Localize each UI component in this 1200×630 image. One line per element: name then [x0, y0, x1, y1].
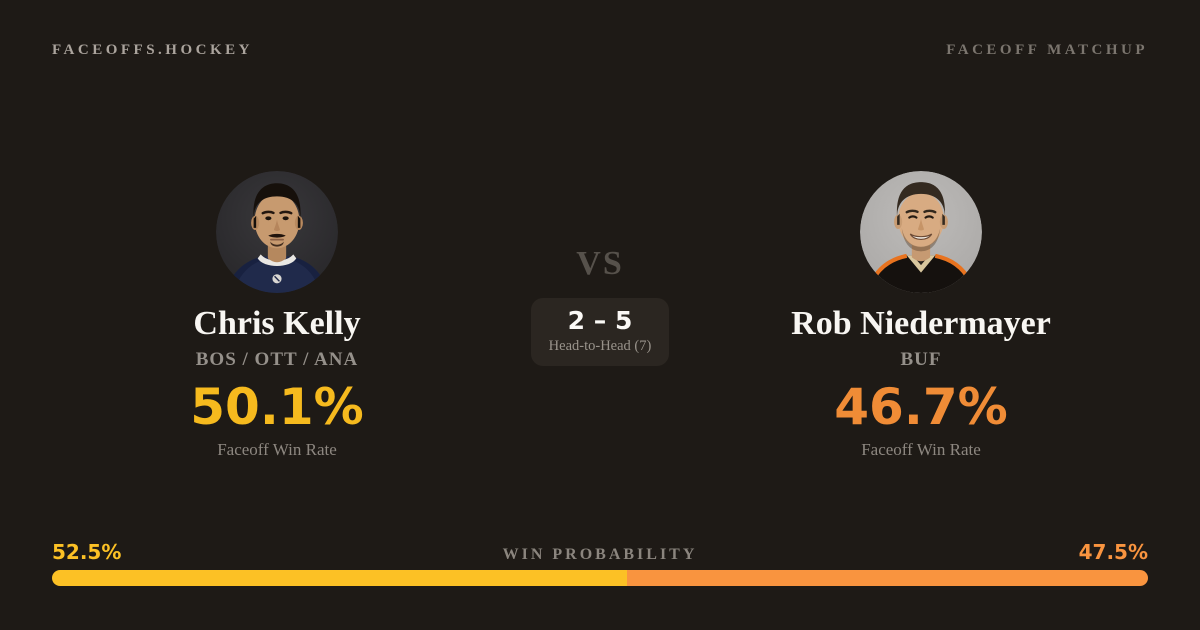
head-to-head-score: 2 – 5 — [567, 306, 633, 335]
win-probability-bar — [52, 570, 1148, 586]
win-probability-right-pct: 47.5% — [1078, 540, 1148, 564]
win-probability-title: WIN PROBABILITY — [502, 546, 698, 563]
player-teams-right: BUF — [900, 348, 942, 370]
page-type-label: FACEOFF MATCHUP — [946, 42, 1148, 58]
player-photo-right — [860, 171, 982, 293]
brand-logo-text: FACEOFFS.HOCKEY — [52, 42, 253, 58]
rob-niedermayer-headshot-image — [860, 171, 982, 293]
head-to-head-box: 2 – 5 Head-to-Head (7) — [531, 298, 669, 366]
win-probability-bar-left-segment — [52, 570, 628, 586]
player-card-right: Rob Niedermayer BUF 46.7% Faceoff Win Ra… — [721, 171, 1121, 460]
win-probability-left-pct: 52.5% — [52, 540, 122, 564]
player-name-right: Rob Niedermayer — [791, 305, 1051, 342]
win-rate-label-left: Faceoff Win Rate — [217, 439, 337, 459]
win-probability-labels: 52.5% WIN PROBABILITY 47.5% — [52, 542, 1148, 564]
player-card-left: Chris Kelly BOS / OTT / ANA 50.1% Faceof… — [77, 171, 477, 460]
win-probability-bar-right-segment — [627, 570, 1148, 586]
win-rate-left: 50.1% — [190, 377, 364, 436]
head-to-head-label: Head-to-Head (7) — [548, 337, 652, 354]
chris-kelly-headshot-image — [216, 171, 338, 293]
player-photo-left — [216, 171, 338, 293]
win-rate-label-right: Faceoff Win Rate — [861, 439, 981, 459]
player-teams-left: BOS / OTT / ANA — [195, 348, 359, 370]
vs-label: VS — [576, 245, 624, 282]
player-name-left: Chris Kelly — [193, 305, 361, 342]
matchup-center: VS 2 – 5 Head-to-Head (7) — [500, 247, 700, 366]
win-rate-right: 46.7% — [834, 377, 1008, 436]
